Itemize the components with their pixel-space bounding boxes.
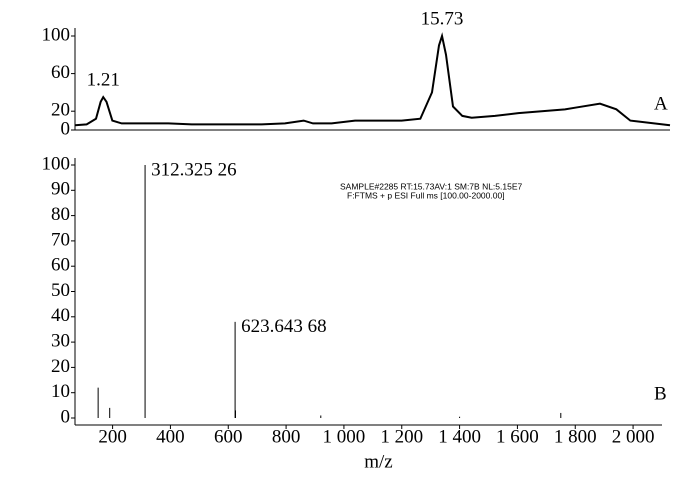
x-tick-label: 1 600 bbox=[496, 426, 539, 447]
scan-info: SAMPLE#2285 RT:15.73AV:1 SM:7B NL:5.15E7 bbox=[340, 181, 523, 191]
x-tick-label: 1 800 bbox=[554, 426, 597, 447]
scan-info: F:FTMS + p ESI Full ms [100.00-2000.00] bbox=[347, 190, 505, 200]
y-tick-label: 60 bbox=[51, 62, 70, 83]
y-tick-label: 90 bbox=[51, 179, 70, 200]
y-tick-label: 20 bbox=[51, 100, 70, 121]
y-tick-label: 60 bbox=[51, 255, 70, 276]
x-tick-label: 1 400 bbox=[438, 426, 481, 447]
panel-label: A bbox=[654, 93, 668, 114]
y-tick-label: 100 bbox=[42, 153, 71, 174]
x-tick-label: 600 bbox=[214, 426, 243, 447]
y-tick-label: 70 bbox=[51, 229, 70, 250]
y-tick-label: 30 bbox=[51, 330, 70, 351]
x-tick-label: 400 bbox=[156, 426, 185, 447]
y-tick-label: 20 bbox=[51, 356, 70, 377]
x-tick-label: 1 000 bbox=[323, 426, 366, 447]
peak-label: 15.73 bbox=[421, 8, 464, 29]
x-axis-label: m/z bbox=[364, 451, 393, 472]
y-tick-label: 50 bbox=[51, 280, 70, 301]
x-tick-label: 1 200 bbox=[380, 426, 423, 447]
peak-label: 1.21 bbox=[87, 69, 120, 90]
peak-label: 312.325 26 bbox=[151, 159, 237, 180]
y-tick-label: 0 bbox=[61, 118, 71, 139]
x-tick-label: 2 000 bbox=[612, 426, 655, 447]
y-tick-label: 80 bbox=[51, 204, 70, 225]
y-tick-label: 10 bbox=[51, 381, 70, 402]
panel-label: B bbox=[654, 383, 667, 404]
x-tick-label: 800 bbox=[272, 426, 301, 447]
y-tick-label: 100 bbox=[42, 24, 71, 45]
y-tick-label: 0 bbox=[61, 406, 71, 427]
y-tick-label: 40 bbox=[51, 305, 70, 326]
trace bbox=[74, 32, 671, 127]
x-tick-label: 200 bbox=[98, 426, 127, 447]
peak-label: 623.643 68 bbox=[241, 316, 327, 337]
